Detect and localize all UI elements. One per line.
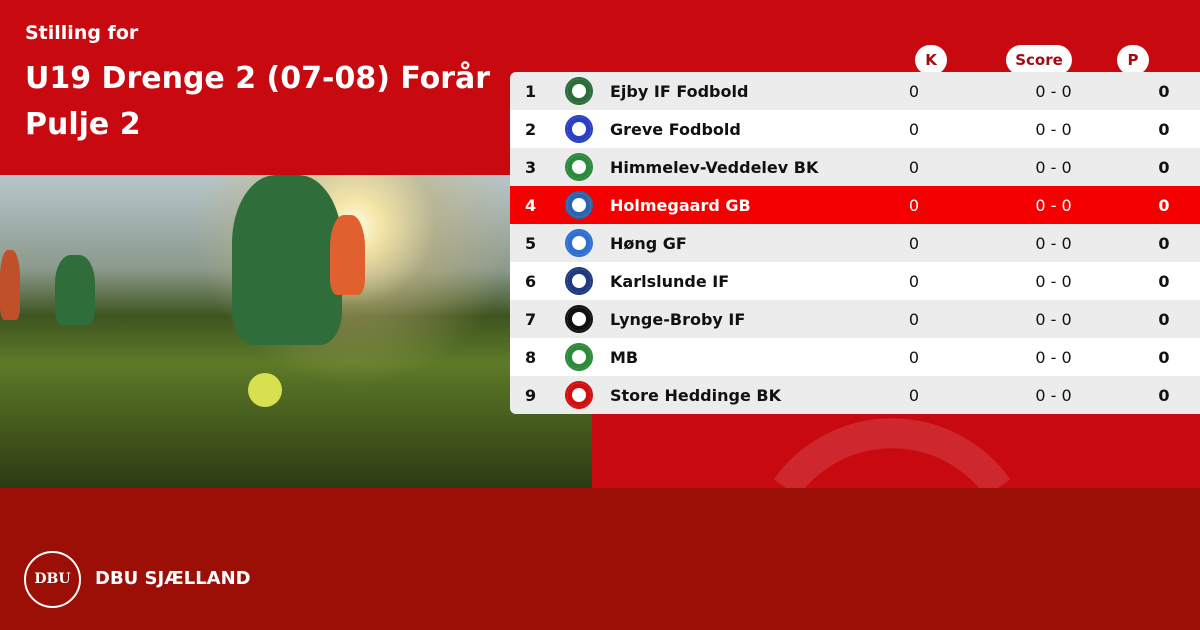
table-row[interactable]: 4 Holmegaard GB 0 0 - 0 0 [510,186,1200,224]
table-row[interactable]: 1 Ejby IF Fodbold 0 0 - 0 0 [510,72,1200,110]
table-row[interactable]: 9 Store Heddinge BK 0 0 - 0 0 [510,376,1200,414]
matches-played: 0 [908,81,920,101]
matches-played: 0 [908,119,920,139]
table-row[interactable]: 8 MB 0 0 - 0 0 [510,338,1200,376]
points: 0 [1158,157,1170,177]
team-name: Høng GF [610,233,687,253]
points: 0 [1158,81,1170,101]
position: 4 [525,195,537,215]
points: 0 [1158,309,1170,329]
column-header-k: K [915,45,947,75]
points: 0 [1158,119,1170,139]
matches-played: 0 [908,233,920,253]
matches-played: 0 [908,271,920,291]
position: 6 [525,271,537,291]
team-logo-icon [565,381,593,409]
team-name: Greve Fodbold [610,119,741,139]
position: 2 [525,119,537,139]
score: 0 - 0 [1035,271,1072,291]
team-logo-icon [565,115,593,143]
team-name: Holmegaard GB [610,195,751,215]
position: 8 [525,347,537,367]
table-row[interactable]: 3 Himmelev-Veddelev BK 0 0 - 0 0 [510,148,1200,186]
matches-played: 0 [908,347,920,367]
football-photo [0,175,592,488]
page-subtitle: Stilling for [25,22,139,44]
score: 0 - 0 [1035,195,1072,215]
matches-played: 0 [908,309,920,329]
dbu-watermark [773,418,1011,488]
score: 0 - 0 [1035,385,1072,405]
points: 0 [1158,271,1170,291]
points: 0 [1158,385,1170,405]
table-row[interactable]: 7 Lynge-Broby IF 0 0 - 0 0 [510,300,1200,338]
team-name: Himmelev-Veddelev BK [610,157,819,177]
score: 0 - 0 [1035,119,1072,139]
team-logo-icon [565,343,593,371]
score: 0 - 0 [1035,233,1072,253]
matches-played: 0 [908,157,920,177]
table-row[interactable]: 6 Karlslunde IF 0 0 - 0 0 [510,262,1200,300]
points: 0 [1158,195,1170,215]
team-name: Lynge-Broby IF [610,309,746,329]
page-title: U19 Drenge 2 (07-08) Forår Pulje 2 [25,61,491,142]
column-header-score: Score [1006,45,1072,75]
score: 0 - 0 [1035,81,1072,101]
position: 1 [525,81,537,101]
position: 5 [525,233,537,253]
team-name: Karlslunde IF [610,271,730,291]
team-name: Store Heddinge BK [610,385,781,405]
position: 3 [525,157,537,177]
table-row[interactable]: 5 Høng GF 0 0 - 0 0 [510,224,1200,262]
score: 0 - 0 [1035,309,1072,329]
table-row[interactable]: 2 Greve Fodbold 0 0 - 0 0 [510,110,1200,148]
team-logo-icon [565,267,593,295]
column-header-p: P [1117,45,1149,75]
score: 0 - 0 [1035,157,1072,177]
points: 0 [1158,233,1170,253]
position: 9 [525,385,537,405]
team-name: MB [610,347,639,367]
team-logo-icon [565,153,593,181]
score: 0 - 0 [1035,347,1072,367]
position: 7 [525,309,537,329]
dbu-logo: DBU [24,551,81,608]
matches-played: 0 [908,385,920,405]
team-logo-icon [565,191,593,219]
matches-played: 0 [908,195,920,215]
footer-background [0,488,1200,630]
points: 0 [1158,347,1170,367]
brand-name: DBU SJÆLLAND [95,568,251,589]
team-logo-icon [565,305,593,333]
team-logo-icon [565,229,593,257]
team-logo-icon [565,77,593,105]
team-name: Ejby IF Fodbold [610,81,749,101]
